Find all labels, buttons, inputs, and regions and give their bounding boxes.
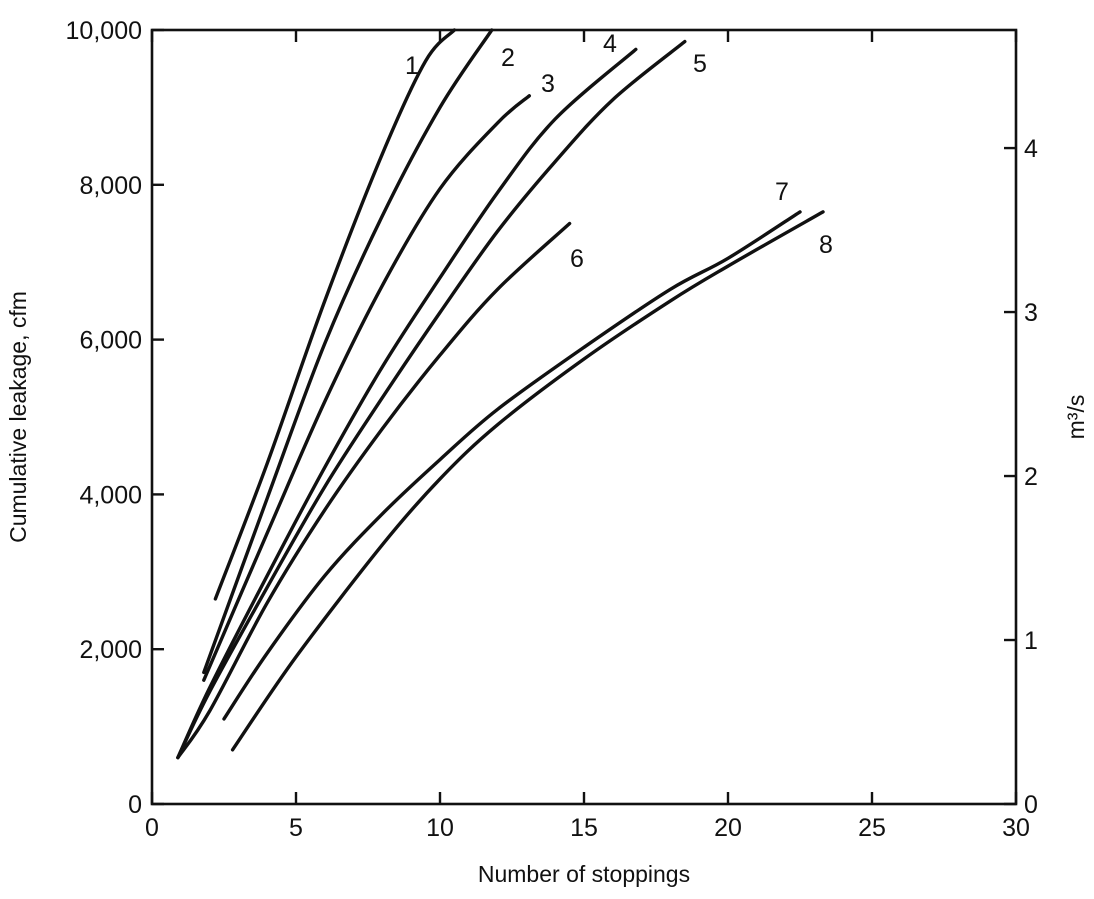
curve-label-5: 5 bbox=[693, 50, 707, 78]
y-right-tick-label: 3 bbox=[1024, 299, 1038, 327]
plot-frame bbox=[150, 28, 1018, 806]
y-tick-label: 8,000 bbox=[79, 172, 142, 200]
curve-label-2: 2 bbox=[501, 44, 515, 72]
y-tick-label: 6,000 bbox=[79, 327, 142, 355]
x-axis-title: Number of stoppings bbox=[478, 861, 690, 887]
y-axis-title: Cumulative leakage, cfm bbox=[5, 291, 31, 543]
y-tick-label: 10,000 bbox=[66, 17, 142, 45]
ticks-layer: 0 5 10 15 20 25 3002,0004,0006,0008,00010,0000… bbox=[66, 17, 1038, 842]
curve-5-line bbox=[176, 39, 687, 760]
curve-label-4: 4 bbox=[603, 30, 617, 58]
y-right-tick-label: 0 bbox=[1024, 791, 1038, 819]
curve-label-8: 8 bbox=[819, 231, 833, 259]
curve-6-line bbox=[176, 221, 572, 760]
x-tick-label: 15 bbox=[570, 814, 598, 842]
curve-8-line bbox=[230, 210, 825, 752]
curve-4-line bbox=[176, 47, 638, 760]
y-right-tick-label: 4 bbox=[1024, 135, 1038, 163]
x-tick-label: 10 bbox=[426, 814, 454, 842]
y-right-axis-title: m³/s bbox=[1063, 395, 1089, 440]
x-tick-label: 20 bbox=[714, 814, 742, 842]
y-right-tick-label: 2 bbox=[1024, 463, 1038, 491]
curve-label-7: 7 bbox=[775, 178, 789, 206]
curve-2-line bbox=[202, 28, 494, 675]
x-tick-label: 25 bbox=[858, 814, 886, 842]
curve-label-6: 6 bbox=[570, 245, 584, 273]
x-tick-label: 5 bbox=[289, 814, 303, 842]
curve-label-3: 3 bbox=[541, 70, 555, 98]
x-tick-label: 30 bbox=[1002, 814, 1030, 842]
curve-1-line bbox=[213, 28, 457, 601]
x-tick-label: 0 bbox=[145, 814, 159, 842]
y-right-tick-label: 1 bbox=[1024, 627, 1038, 655]
curve-label-1: 1 bbox=[405, 52, 419, 80]
y-tick-label: 0 bbox=[128, 791, 142, 819]
y-tick-label: 2,000 bbox=[79, 636, 142, 664]
curve-3-line bbox=[202, 94, 531, 682]
curves-layer bbox=[176, 28, 825, 760]
y-tick-label: 4,000 bbox=[79, 481, 142, 509]
curve-7-line bbox=[222, 210, 802, 721]
